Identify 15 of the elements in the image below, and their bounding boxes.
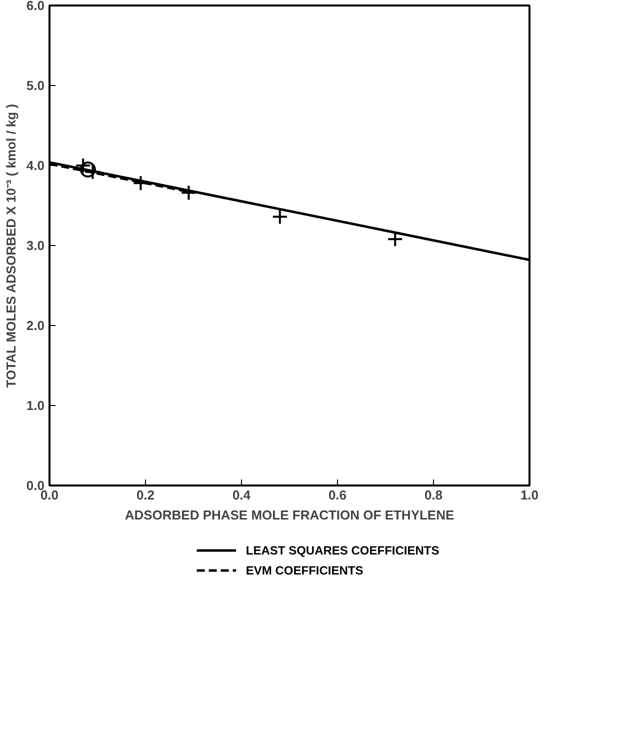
- y-tick-label: 4.0: [26, 158, 45, 173]
- x-tick-label: 1.0: [520, 488, 539, 502]
- y-tick-label: 6.0: [26, 0, 45, 13]
- y-tick-label: 5.0: [26, 78, 45, 93]
- y-axis-title: TOTAL MOLES ADSORBED X 10⁻³ ( kmol / kg ): [3, 104, 18, 388]
- y-tick-label: 1.0: [26, 398, 45, 413]
- legend-label: LEAST SQUARES COEFFICIENTS: [246, 544, 440, 558]
- legend-label: EVM COEFFICIENTS: [246, 564, 364, 578]
- y-tick-label: 2.0: [26, 318, 45, 333]
- x-tick-label: 0.6: [328, 488, 347, 502]
- y-tick-label: 3.0: [26, 238, 45, 253]
- x-axis-title: ADSORBED PHASE MOLE FRACTION OF ETHYLENE: [124, 508, 455, 522]
- x-tick-label: 0.8: [424, 488, 443, 502]
- x-tick-label: 0.2: [136, 488, 155, 502]
- x-tick-label: 0.4: [232, 488, 252, 502]
